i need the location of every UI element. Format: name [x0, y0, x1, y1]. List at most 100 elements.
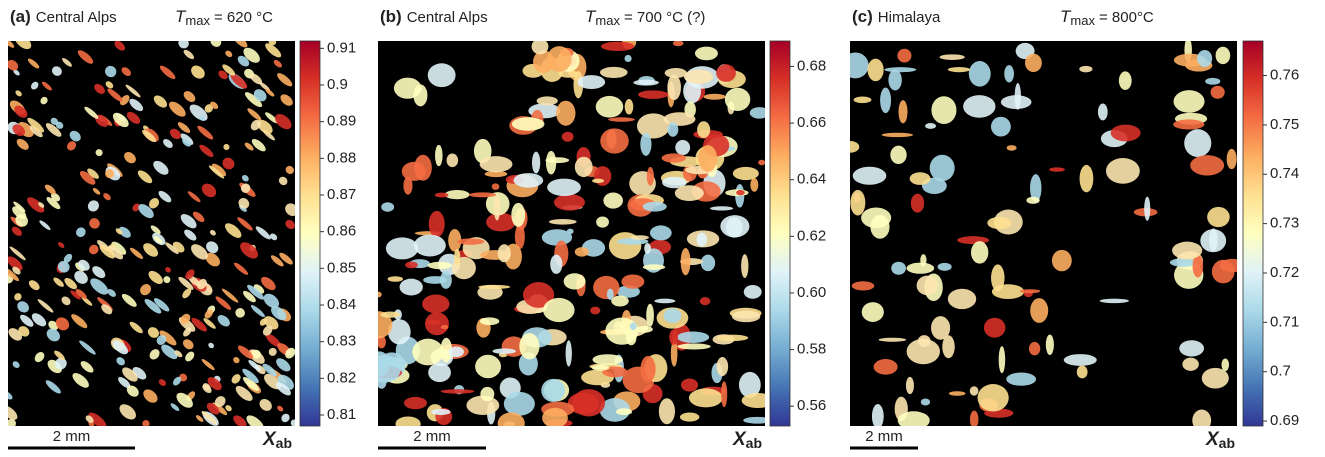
- mineral-grain: [403, 396, 428, 410]
- mineral-grain: [680, 378, 699, 392]
- mineral-grain: [736, 189, 745, 196]
- mineral-grain: [758, 159, 765, 166]
- mineral-grain: [1000, 95, 1032, 110]
- mineral-grain: [17, 301, 29, 313]
- mineral-grain: [910, 193, 925, 213]
- mineral-grain: [45, 380, 61, 394]
- colorbar-sub: ab: [276, 435, 292, 451]
- mineral-grain: [92, 266, 106, 279]
- mineral-grain: [89, 218, 100, 229]
- mineral-grain: [405, 261, 418, 269]
- mineral-grain: [629, 322, 637, 330]
- mineral-grain: [57, 260, 70, 273]
- tmax-value: = 620 °C: [214, 9, 273, 26]
- mineral-grain: [27, 117, 45, 133]
- mineral-grain: [850, 141, 860, 153]
- mineral-grain: [265, 333, 281, 347]
- mineral-grain: [990, 116, 1011, 137]
- mineral-grain: [916, 275, 939, 296]
- mineral-grain: [158, 190, 172, 203]
- mineral-grain: [38, 202, 45, 208]
- mineral-grain: [242, 377, 260, 391]
- mineral-grain: [187, 191, 201, 203]
- mineral-grain: [948, 391, 966, 396]
- mineral-grain: [577, 75, 606, 90]
- mineral-grain: [630, 235, 649, 240]
- mineral-grain: [545, 157, 570, 164]
- mineral-grain: [8, 405, 18, 420]
- mineral-grain: [977, 384, 1009, 412]
- mineral-grain: [491, 183, 500, 190]
- mineral-grain: [233, 415, 247, 426]
- mineral-grain: [209, 229, 216, 236]
- mineral-grain: [898, 100, 908, 124]
- mineral-grain: [107, 88, 123, 102]
- mineral-grain: [636, 325, 653, 333]
- mineral-grain: [1211, 259, 1235, 284]
- mineral-grain: [716, 357, 729, 377]
- mineral-grain: [15, 90, 22, 97]
- mineral-grain: [270, 233, 278, 241]
- mineral-grain: [497, 412, 525, 426]
- mineral-grain: [592, 178, 605, 184]
- mineral-grain: [721, 381, 728, 408]
- mineral-grain: [636, 113, 670, 139]
- mineral-grain: [281, 413, 290, 423]
- mineral-grain: [70, 290, 81, 300]
- mineral-grain: [1210, 85, 1225, 99]
- mineral-grain: [658, 398, 675, 425]
- mineral-grain: [531, 151, 541, 174]
- mineral-grain: [101, 304, 113, 315]
- mineral-grain: [513, 173, 544, 188]
- mineral-grain: [285, 347, 295, 359]
- mineral-grain: [129, 321, 143, 334]
- mineral-grain: [553, 194, 585, 211]
- mineral-grain: [440, 389, 475, 394]
- mineral-grain: [18, 326, 30, 337]
- mineral-grain: [201, 359, 215, 371]
- mineral-grain: [261, 276, 276, 291]
- mineral-grain: [191, 65, 205, 79]
- mineral-grain: [861, 207, 892, 229]
- mineral-grain: [741, 254, 749, 279]
- mineral-grain: [608, 117, 635, 122]
- mineral-grain: [67, 141, 77, 151]
- mineral-grain: [183, 327, 192, 337]
- mineral-grain: [853, 96, 872, 104]
- mineral-grain: [204, 104, 214, 113]
- mineral-grain: [969, 386, 979, 396]
- mineral-grain: [276, 358, 291, 372]
- mineral-grain: [387, 319, 411, 345]
- mineral-grain: [1205, 77, 1221, 85]
- mineral-grain: [891, 261, 906, 275]
- mineral-grain: [8, 266, 20, 282]
- mineral-grain: [1024, 53, 1042, 73]
- mineral-grain: [30, 81, 39, 90]
- mineral-grain: [672, 41, 684, 47]
- panel: (c) Himalaya Tmax = 800°C 0.69 0.7 0.71 0.72 0.7…: [850, 7, 1299, 451]
- mineral-grain: [15, 214, 28, 227]
- mineral-grain: [698, 145, 718, 172]
- mineral-grain: [947, 67, 971, 73]
- mineral-grain: [644, 242, 651, 254]
- mineral-grain: [519, 332, 540, 360]
- mineral-grain: [13, 201, 26, 212]
- mineral-grain: [1201, 367, 1229, 389]
- mineral-grain: [211, 163, 227, 177]
- mineral-grain: [969, 410, 979, 426]
- mineral-grain: [931, 316, 951, 340]
- mineral-grain: [1192, 254, 1204, 278]
- mineral-grain: [703, 93, 726, 100]
- mineral-grain: [479, 317, 500, 326]
- mineral-grain: [541, 229, 573, 246]
- mineral-grain: [16, 138, 29, 150]
- mineral-grain: [87, 168, 99, 179]
- mineral-grain: [55, 121, 64, 129]
- location: Himalaya: [878, 9, 941, 26]
- mineral-grain: [243, 47, 260, 63]
- mineral-grain: [749, 107, 765, 119]
- mineral-grain: [492, 348, 516, 354]
- mineral-grain: [105, 169, 115, 179]
- tmax-sub: max: [595, 13, 620, 28]
- mineral-grain: [1192, 409, 1212, 426]
